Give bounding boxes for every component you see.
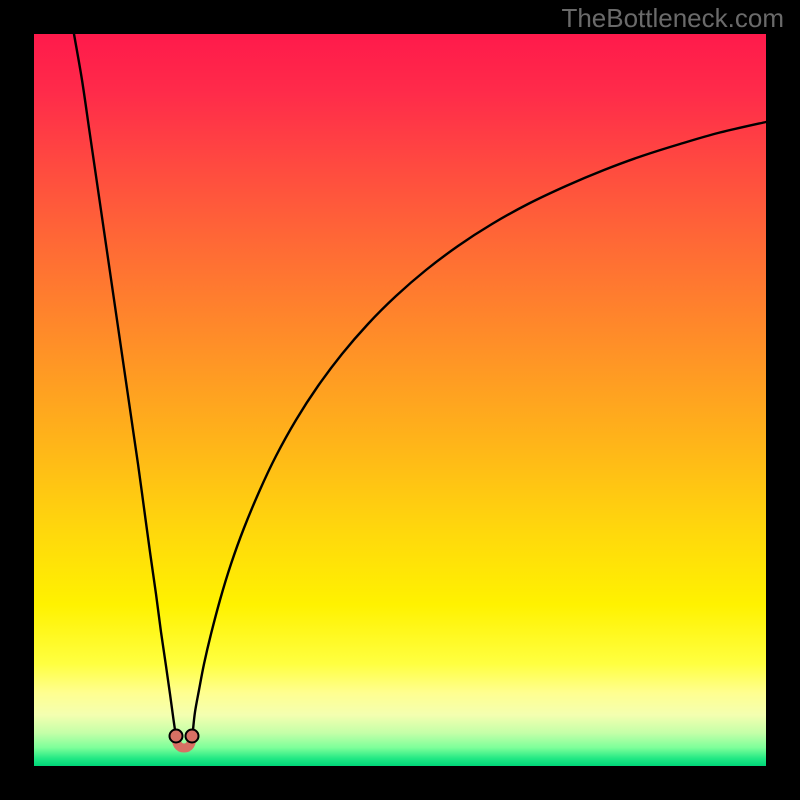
cusp-node-left bbox=[170, 730, 183, 743]
cusp-node-right bbox=[186, 730, 199, 743]
watermark-text: TheBottleneck.com bbox=[561, 3, 784, 34]
chart-stage: { "canvas": { "width": 800, "height": 80… bbox=[0, 0, 800, 800]
plot-background bbox=[34, 34, 766, 766]
bottleneck-chart bbox=[0, 0, 800, 800]
